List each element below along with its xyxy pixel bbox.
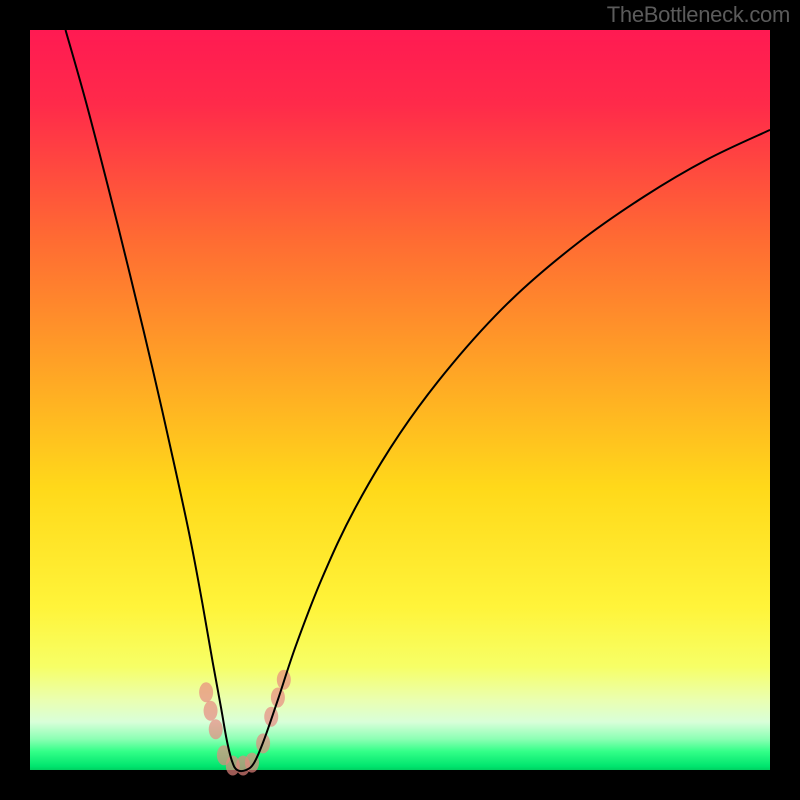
data-dot (204, 701, 218, 721)
watermark-text: TheBottleneck.com (607, 2, 790, 28)
bottleneck-chart (0, 0, 800, 800)
data-dot (209, 719, 223, 739)
gradient-background (30, 30, 770, 770)
data-dot (199, 682, 213, 702)
chart-frame: TheBottleneck.com (0, 0, 800, 800)
